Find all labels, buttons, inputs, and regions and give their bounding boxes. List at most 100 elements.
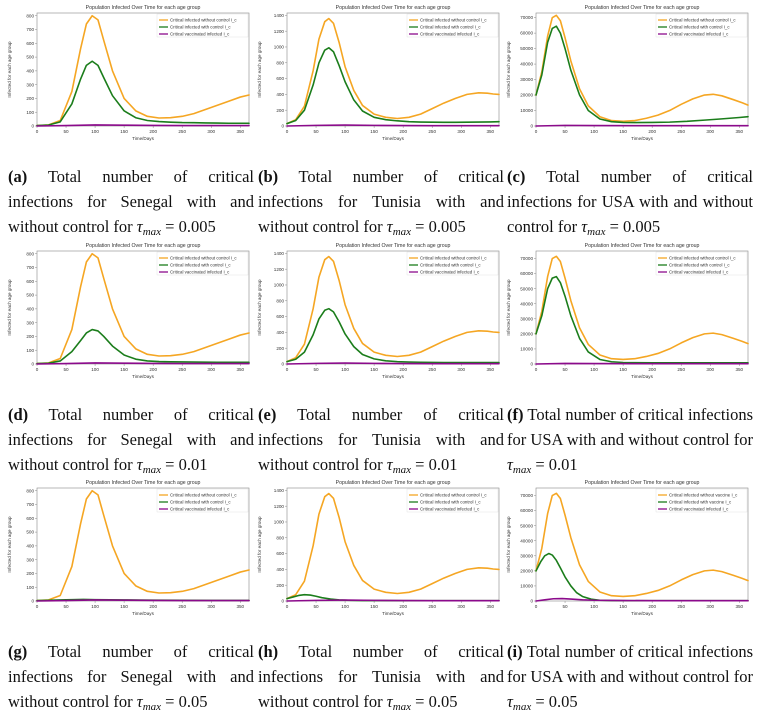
series-line-without <box>36 252 250 365</box>
x-tick-label: 350 <box>486 604 494 609</box>
x-tick-label: 300 <box>706 367 714 372</box>
legend-label-vacc: Critical vaccinated infected I_c <box>170 270 230 275</box>
y-tick-label: 400 <box>276 330 284 335</box>
caption-tau-value: = 0.01 <box>165 455 208 474</box>
x-tick-label: 300 <box>457 129 465 134</box>
chart-svg-f: Population Infected Over Time for each a… <box>506 243 749 379</box>
x-tick-label: 350 <box>735 604 743 609</box>
y-axis-label: Infected for each age group <box>257 41 262 98</box>
legend-label-vacc: Critical vaccinated infected I_c <box>420 32 480 37</box>
y-tick-label: 0 <box>530 124 533 129</box>
x-tick-label: 250 <box>178 129 186 134</box>
series-line-with <box>286 307 500 364</box>
y-tick-label: 700 <box>26 502 34 507</box>
y-tick-label: 10000 <box>520 584 533 589</box>
y-tick-label: 600 <box>26 41 34 46</box>
caption-text: Total number of critical infections for … <box>258 167 504 236</box>
y-tick-label: 40000 <box>520 301 533 306</box>
x-tick-label: 0 <box>36 129 39 134</box>
x-tick-label: 100 <box>91 604 99 609</box>
legend-label-vacc: Critical vaccinated infected I_c <box>669 507 729 512</box>
x-tick-label: 300 <box>457 604 465 609</box>
legend-box <box>156 13 249 38</box>
y-tick-label: 800 <box>26 488 34 493</box>
x-tick-label: 100 <box>341 604 349 609</box>
legend-label-without: Critical infected without control I_c <box>669 18 736 23</box>
x-tick-label: 200 <box>648 129 656 134</box>
x-tick-label: 0 <box>286 129 289 134</box>
chart-svg-h: Population Infected Over Time for each a… <box>257 480 500 616</box>
y-tick-label: 20000 <box>520 93 533 98</box>
y-tick-label: 10000 <box>520 347 533 352</box>
x-tick-label: 350 <box>735 129 743 134</box>
legend-box <box>156 488 249 513</box>
y-tick-label: 400 <box>26 306 34 311</box>
caption-label: (b) <box>258 167 279 186</box>
y-tick-label: 70000 <box>520 493 533 498</box>
chart-title: Population Infected Over Time for each a… <box>336 5 451 11</box>
series-line-without <box>535 14 749 123</box>
x-tick-label: 150 <box>370 604 378 609</box>
x-tick-label: 100 <box>341 129 349 134</box>
x-tick-label: 100 <box>341 367 349 372</box>
legend-box <box>655 13 748 38</box>
chart-title: Population Infected Over Time for each a… <box>86 480 201 486</box>
series-line-without <box>535 255 749 361</box>
series-line-with <box>286 46 500 125</box>
x-tick-label: 100 <box>590 604 598 609</box>
legend-label-with: Critical infected with control I_c <box>669 25 730 30</box>
y-tick-label: 1000 <box>274 520 285 525</box>
x-tick-label: 0 <box>36 604 39 609</box>
caption-tau: τmax = 0.05 <box>136 692 208 713</box>
legend-label-vacc: Critical vaccinated infected I_c <box>669 32 729 37</box>
series-line-vacc <box>286 362 500 365</box>
x-tick-label: 250 <box>677 129 685 134</box>
x-axis-label: Time/Days <box>132 374 154 379</box>
y-tick-label: 400 <box>26 68 34 73</box>
legend-label-with: Critical infected with control I_c <box>420 25 481 30</box>
y-axis-label: Infected for each age group <box>257 516 262 573</box>
y-tick-label: 800 <box>276 298 284 303</box>
y-tick-label: 10000 <box>520 108 533 113</box>
chart-title: Population Infected Over Time for each a… <box>336 480 451 486</box>
series-line-vacc <box>286 599 500 602</box>
legend-label-with: Critical infected with control I_c <box>170 263 231 268</box>
x-tick-label: 200 <box>149 129 157 134</box>
y-tick-label: 0 <box>281 124 284 129</box>
legend-label-with: Critical infected with control I_c <box>170 25 231 30</box>
chart-title: Population Infected Over Time for each a… <box>336 243 451 249</box>
caption-label: (f) <box>507 405 524 424</box>
y-axis-label: Infected for each age group <box>506 279 511 336</box>
y-tick-label: 800 <box>26 13 34 18</box>
x-tick-label: 150 <box>370 367 378 372</box>
legend-label-vacc: Critical vaccinated infected I_c <box>669 270 729 275</box>
y-axis-label: Infected for each age group <box>506 516 511 573</box>
caption-g: (g) Total number of critical infections … <box>8 639 254 720</box>
x-tick-label: 100 <box>91 129 99 134</box>
y-tick-label: 700 <box>26 265 34 270</box>
x-tick-label: 0 <box>286 604 289 609</box>
chart-title: Population Infected Over Time for each a… <box>585 243 700 249</box>
y-tick-label: 800 <box>26 251 34 256</box>
x-tick-label: 350 <box>486 367 494 372</box>
x-tick-label: 150 <box>619 367 627 372</box>
x-tick-label: 150 <box>120 367 128 372</box>
caption-tau: τmax = 0.05 <box>386 692 458 713</box>
series-line-vacc <box>36 599 250 602</box>
x-tick-label: 200 <box>149 604 157 609</box>
series-line-vacc <box>286 124 500 127</box>
chart-svg-d: Population Infected Over Time for each a… <box>7 243 250 379</box>
y-tick-label: 0 <box>31 599 34 604</box>
y-tick-label: 0 <box>31 124 34 129</box>
caption-label: (i) <box>507 642 523 661</box>
x-tick-label: 300 <box>706 604 714 609</box>
caption-tau-value: = 0.01 <box>535 455 578 474</box>
legend-box <box>406 488 499 513</box>
y-tick-label: 200 <box>276 108 284 113</box>
caption-label: (h) <box>258 642 279 661</box>
caption-text: Total number of critical infections for … <box>507 642 753 686</box>
caption-text: Total number of critical infections for … <box>8 405 254 474</box>
series-line-without <box>286 492 500 600</box>
y-axis-label: Infected for each age group <box>257 279 262 336</box>
x-tick-label: 200 <box>648 367 656 372</box>
